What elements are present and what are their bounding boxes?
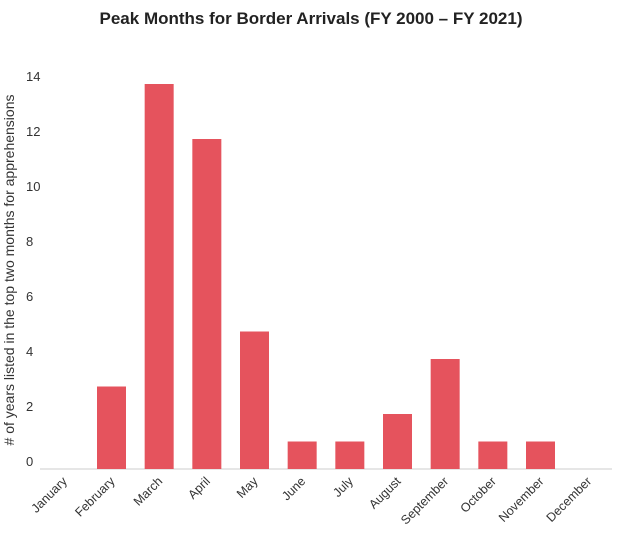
y-tick-label: 2 — [26, 399, 33, 414]
y-tick-label: 10 — [26, 179, 40, 194]
chart-title: Peak Months for Border Arrivals (FY 2000… — [100, 9, 523, 28]
bar-may — [240, 331, 269, 469]
x-tick-label-december: December — [544, 474, 595, 525]
bar-june — [287, 441, 317, 469]
bar-march — [144, 84, 174, 469]
y-tick-label: 6 — [26, 289, 33, 304]
x-tick-label-january: January — [29, 474, 71, 516]
x-axis-categories: January February March April May June July Augu… — [29, 474, 595, 528]
x-tick-label-november: November — [496, 474, 547, 525]
y-tick-label: 8 — [26, 234, 33, 249]
bar-july — [335, 441, 365, 469]
x-tick-label-october: October — [458, 474, 499, 515]
x-tick-label-june: June — [279, 474, 308, 503]
x-tick-label-april: April — [185, 474, 213, 502]
y-tick-label: 0 — [26, 454, 33, 469]
x-tick-label-march: March — [131, 474, 165, 508]
x-tick-label-august: August — [366, 474, 404, 512]
bar-august — [383, 414, 412, 469]
y-tick-label: 4 — [26, 344, 33, 359]
bar-november — [526, 441, 555, 469]
y-tick-label: 14 — [26, 69, 40, 84]
x-tick-label-july: July — [330, 474, 356, 500]
bars — [97, 84, 555, 469]
y-axis-ticks: 0 2 4 6 8 10 12 14 — [26, 69, 40, 469]
x-tick-label-september: September — [398, 474, 451, 527]
x-tick-label-february: February — [72, 474, 118, 520]
y-axis-label: # of years listed in the top two months … — [1, 95, 17, 446]
y-tick-label: 12 — [26, 124, 40, 139]
bar-april — [192, 139, 222, 469]
bar-october — [478, 441, 508, 469]
x-tick-label-may: May — [234, 474, 261, 501]
bar-february — [97, 386, 126, 469]
bar-september — [430, 359, 460, 469]
